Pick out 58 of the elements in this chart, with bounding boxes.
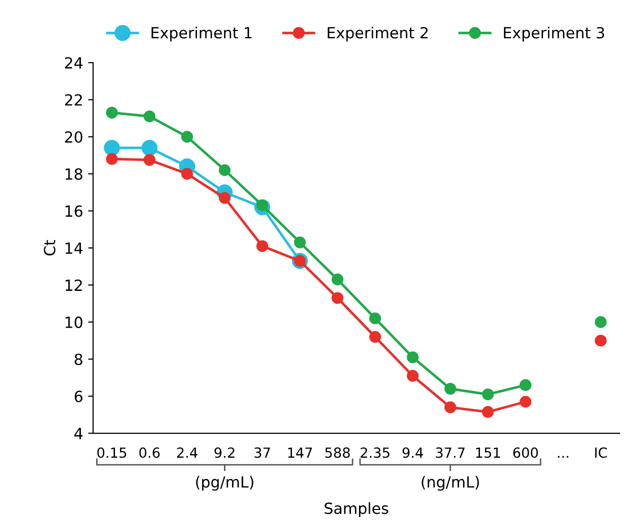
point <box>294 236 306 248</box>
point <box>520 396 532 408</box>
point <box>144 154 156 166</box>
point <box>594 334 607 347</box>
x-tick-label: 2.4 <box>177 447 198 458</box>
point <box>218 164 231 176</box>
x-tick-label: IC <box>595 447 607 458</box>
x-tick-label: 147 <box>288 448 312 458</box>
point <box>142 140 158 156</box>
point <box>106 106 118 119</box>
x-tick-label: 9.4 <box>402 447 423 458</box>
point <box>369 312 382 324</box>
legend-label: Experiment 1 <box>152 26 252 42</box>
text: (ng/mL) <box>422 476 479 491</box>
point <box>444 401 456 414</box>
point <box>332 292 344 304</box>
y-tick-label: 24 <box>65 57 83 68</box>
x-tick-label: 600 <box>513 447 538 458</box>
y-tick-label: 6 <box>74 390 82 402</box>
point <box>594 316 607 328</box>
x-tick-label: 0.6 <box>139 447 160 458</box>
x-tick-label: 151 <box>476 448 500 458</box>
y-tick-label: 10 <box>66 316 82 328</box>
y-tick-label: 20 <box>65 131 82 143</box>
y-tick-label: 4 <box>74 428 83 440</box>
point <box>482 388 494 400</box>
legend-label: Experiment 2 <box>328 26 428 42</box>
point <box>144 110 156 122</box>
y-tick-label: 14 <box>66 242 83 254</box>
point <box>104 140 120 156</box>
x-tick-label: 37 <box>254 447 270 458</box>
x-tick-label: 37.7 <box>436 447 465 458</box>
legend-label: Experiment 3 <box>504 26 604 42</box>
x-tick-label: 588 <box>325 447 350 458</box>
point <box>444 382 456 395</box>
x-tick-label: 0.15 <box>97 447 126 458</box>
x-tick-label: ... <box>558 456 568 458</box>
point <box>106 153 118 165</box>
y-tick-label: 8 <box>74 354 82 366</box>
y-tick-label: 16 <box>66 205 82 217</box>
x-axis-title: Samples <box>324 502 388 518</box>
point <box>181 130 193 143</box>
point <box>218 192 231 204</box>
point <box>406 351 419 364</box>
y-axis-title: Ct <box>44 240 56 256</box>
text: (pg/mL) <box>196 476 254 491</box>
point <box>256 240 268 252</box>
x-tick-label: 9.2 <box>214 447 234 458</box>
point <box>332 274 344 286</box>
x-tick-label: 2.35 <box>360 447 390 458</box>
y-tick-label: 18 <box>66 168 82 180</box>
point <box>520 379 532 391</box>
y-tick-label: 22 <box>65 94 82 106</box>
point <box>181 168 193 180</box>
point <box>406 370 419 382</box>
point <box>369 330 382 343</box>
point <box>482 406 494 418</box>
y-tick-label: 12 <box>66 279 82 291</box>
